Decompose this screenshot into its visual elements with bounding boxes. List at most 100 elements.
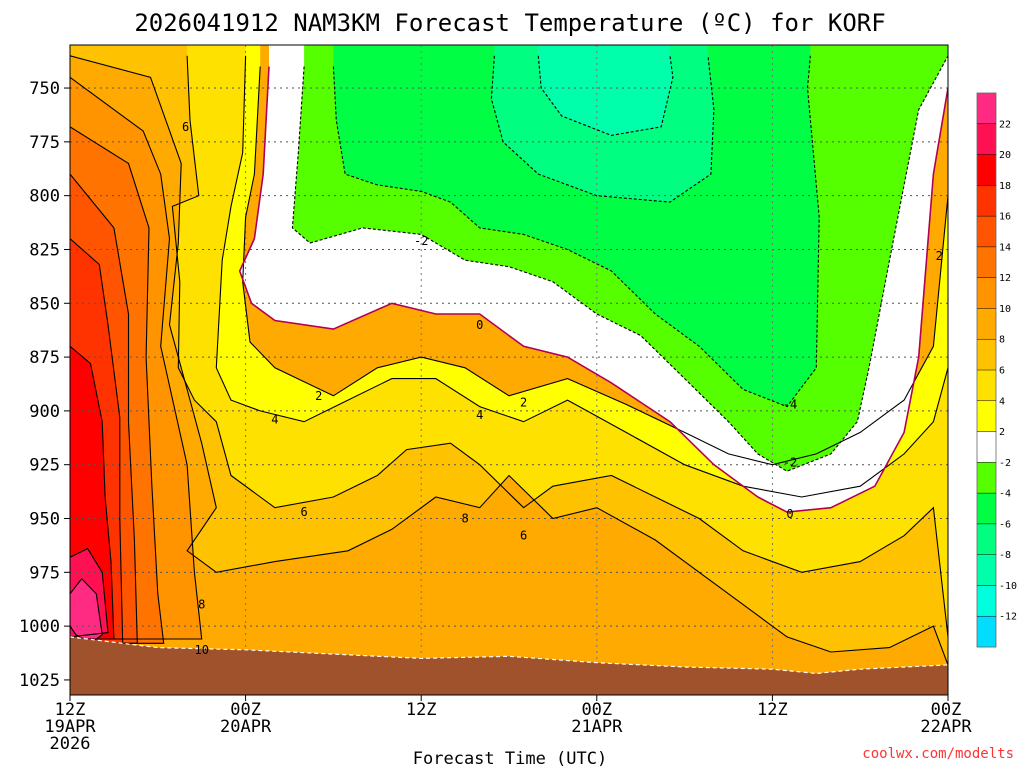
- contour-label: -2: [783, 456, 797, 470]
- terrain: [70, 636, 948, 695]
- y-tick-label: 800: [29, 187, 60, 207]
- colorbar-label: 14: [999, 242, 1011, 253]
- contour-label: 2: [315, 389, 322, 403]
- colorbar-swatch: [977, 462, 996, 494]
- y-tick-label: 850: [29, 294, 60, 314]
- fill-region-6: [70, 45, 948, 695]
- colorbar-swatch: [977, 431, 996, 463]
- x-tick-label: 21APR: [571, 717, 623, 737]
- y-tick-label: 775: [29, 133, 60, 153]
- colorbar-swatch: [977, 246, 996, 279]
- x-tick-label: 12Z: [55, 700, 86, 720]
- y-tick-label: 750: [29, 79, 60, 99]
- colorbar-label: 22: [999, 119, 1011, 130]
- contour-label: 8: [461, 512, 468, 526]
- colorbar-label: 10: [999, 304, 1011, 315]
- contour-label: 0: [786, 507, 793, 521]
- colorbar-swatch: [977, 339, 996, 371]
- fill-region--8: [538, 45, 673, 136]
- colorbar: 22 20 18 16 14 12 10 8 6 4 2 -2 -4 -6 -8 -10 -12: [976, 92, 1017, 648]
- y-tick-label: 1000: [19, 617, 60, 637]
- colorbar-label: 16: [999, 212, 1011, 223]
- colorbar-label: 12: [999, 273, 1011, 284]
- chart-title: 2026041912 NAM3KM Forecast Temperature (…: [134, 9, 885, 37]
- x-tick-label: 12Z: [757, 700, 788, 720]
- x-tick-label: 19APR: [44, 717, 96, 737]
- contour-line-22: [70, 577, 103, 644]
- colorbar-swatch: [977, 123, 996, 155]
- filled-contours: [70, 45, 948, 695]
- contour-line--4: [332, 55, 820, 408]
- contour-label: 8: [198, 598, 205, 612]
- contour-line-8: [70, 55, 948, 666]
- contour-line-4: [215, 55, 948, 498]
- contour-label: 2: [936, 249, 943, 263]
- colorbar-label: 8: [999, 335, 1005, 346]
- contour-line--8: [537, 55, 674, 136]
- y-axis: 750 775 800 825 850 875 900 925 950 975 1000 1025: [19, 79, 70, 691]
- colorbar-label: -8: [999, 550, 1011, 561]
- colorbar-swatch: [977, 523, 996, 556]
- contour-label: -2: [414, 234, 428, 248]
- colorbar-label: -2: [999, 458, 1011, 469]
- x-tick-label: 00Z: [581, 700, 612, 720]
- y-tick-label: 875: [29, 348, 60, 368]
- contour-line-2: [242, 66, 948, 466]
- terrain-edge: [70, 636, 948, 675]
- colorbar-swatch: [977, 154, 996, 186]
- colorbar-swatch: [977, 93, 996, 125]
- plot-frame: [69, 44, 949, 696]
- contour-label: 6: [182, 120, 189, 134]
- terrain-fill: [70, 636, 948, 695]
- x-axis-label: Forecast Time (UTC): [413, 749, 607, 768]
- colorbar-label: -4: [999, 489, 1011, 500]
- contour-line--6: [490, 55, 715, 203]
- y-tick-label: 900: [29, 402, 60, 422]
- colorbar-label: 20: [999, 150, 1011, 161]
- contour-label: 4: [271, 413, 278, 427]
- contour-line-6: [171, 55, 948, 637]
- y-tick-label: 975: [29, 563, 60, 583]
- fill-region-18: [70, 45, 114, 695]
- colorbar-label: 4: [999, 396, 1005, 407]
- contour-label: 6: [520, 529, 527, 543]
- colorbar-swatch: [977, 185, 996, 217]
- colorbar-label: -12: [999, 612, 1017, 623]
- contour-label: 2: [520, 395, 527, 409]
- credit-text: coolwx.com/modelts: [862, 746, 1014, 762]
- y-tick-label: 925: [29, 456, 60, 476]
- colorbar-swatch: [977, 554, 996, 586]
- y-tick-label: 825: [29, 240, 60, 260]
- colorbar-swatch: [977, 493, 996, 525]
- colorbar-label: -10: [999, 581, 1017, 592]
- colorbar-swatch: [977, 308, 996, 340]
- x-tick-label: 00Z: [230, 700, 261, 720]
- colorbar-label: 6: [999, 366, 1005, 377]
- x-tick-label: 00Z: [931, 700, 962, 720]
- colorbar-swatch: [977, 216, 996, 248]
- colorbar-swatch: [977, 370, 996, 402]
- colorbar-label: 2: [999, 427, 1005, 438]
- contour-label: 0: [476, 318, 483, 332]
- contour-lines: [70, 55, 948, 666]
- colorbar-swatch: [977, 585, 996, 617]
- contour-label: 4: [476, 408, 483, 422]
- colorbar-swatch: [977, 277, 996, 309]
- contour-label: 10: [194, 643, 208, 657]
- x-tick-label: 20APR: [220, 717, 272, 737]
- colorbar-swatch: [977, 616, 996, 648]
- contour-line-10: [70, 76, 203, 640]
- colorbar-label: -6: [999, 519, 1011, 530]
- colorbar-swatch: [977, 400, 996, 432]
- contour-label: -4: [783, 397, 797, 411]
- contour-line-12: [70, 126, 165, 644]
- x-tick-label: 2026: [50, 734, 91, 754]
- colorbar-label: 18: [999, 181, 1011, 192]
- x-tick-label: 22APR: [920, 717, 972, 737]
- contour-labels: 6 -2 0 2 2 2 4 4 -4 -2 0 6 6 8 8 10: [182, 120, 943, 657]
- contour-line-20: [70, 547, 109, 638]
- contour-line-0: [238, 66, 948, 513]
- contour-label: 6: [301, 505, 308, 519]
